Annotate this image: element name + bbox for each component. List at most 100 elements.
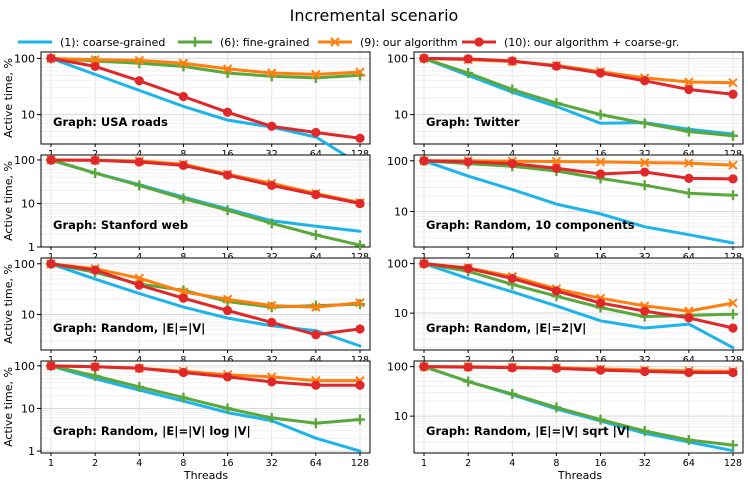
data-point-oursc (267, 317, 277, 327)
y-axis-label: Active time, % (2, 161, 15, 241)
x-tick-label: 16 (595, 458, 607, 469)
series-group (419, 53, 738, 141)
data-point-oursc (551, 286, 562, 296)
legend-item: (1): coarse-grained (18, 36, 165, 49)
data-point-ours (267, 68, 277, 78)
data-point-oursc (463, 362, 473, 372)
data-point-oursc (90, 362, 100, 372)
panel-label: Graph: Random, |E|=2|V| (426, 321, 586, 335)
data-point-oursc (178, 367, 189, 378)
series-line-oursc (49, 364, 362, 387)
data-point-fine (310, 229, 321, 240)
data-point-oursc (90, 61, 100, 72)
x-tick-label: 8 (553, 458, 559, 469)
plot-frame (413, 257, 744, 351)
data-point-oursc (46, 361, 56, 371)
data-point-oursc (355, 133, 365, 143)
series-line-fine (422, 159, 735, 197)
y-tick-label: 1 (28, 241, 35, 254)
legend-marker (190, 37, 200, 47)
legend-item: (10): our algorithm + coarse-gr. (462, 36, 679, 49)
y-tick-label: 1 (28, 445, 35, 458)
data-point-fine (728, 190, 738, 201)
series-line-coarse (422, 262, 735, 350)
y-tick-label: 10 (21, 109, 35, 122)
series-line-coarse (422, 159, 735, 245)
data-point-ours (684, 306, 694, 316)
data-point-fine (134, 180, 145, 191)
data-point-fine (355, 240, 365, 251)
data-point-fine (683, 126, 694, 137)
data-point-oursc (419, 259, 429, 269)
data-point-fine (595, 109, 606, 120)
plot-frame (40, 51, 371, 145)
y-tick-label: 10 (21, 309, 35, 322)
series-line-fine (49, 364, 362, 425)
series-line-ours (49, 56, 362, 76)
data-point-fine (222, 403, 233, 414)
data-point-oursc (507, 363, 517, 373)
data-point-oursc (355, 324, 365, 334)
legend: (1): coarse-grained (6): fine-grained (9):… (18, 36, 679, 49)
data-point-oursc (684, 84, 694, 95)
series-line-fine (49, 56, 362, 80)
panel-label: Graph: Twitter (426, 115, 520, 129)
series-line-oursc (422, 262, 735, 330)
series-line-fine (422, 56, 735, 138)
data-point-oursc (507, 158, 517, 169)
data-point-oursc (267, 121, 277, 131)
series-group (46, 154, 365, 251)
series-line-fine (49, 158, 362, 247)
series-group (419, 258, 738, 350)
data-point-oursc (640, 76, 650, 86)
data-point-oursc (90, 155, 100, 165)
data-point-ours (178, 58, 189, 68)
y-tick-label: 100 (387, 52, 408, 65)
data-point-ours (311, 302, 321, 312)
data-point-oursc (463, 263, 473, 274)
series-line-fine (422, 365, 735, 447)
data-point-ours (595, 157, 606, 167)
data-point-oursc (728, 323, 738, 333)
data-point-fine (90, 370, 101, 381)
data-point-oursc (46, 155, 56, 165)
series-group (419, 361, 738, 453)
data-point-oursc (178, 293, 189, 303)
data-point-ours (728, 160, 738, 170)
series-line-coarse (49, 56, 362, 166)
x-tick-label: 1 (421, 458, 427, 469)
data-point-oursc (267, 377, 277, 387)
plot-frame (413, 154, 744, 248)
data-point-oursc (463, 54, 473, 64)
data-point-oursc (222, 305, 233, 316)
series-line-oursc (422, 56, 735, 96)
data-point-ours (355, 67, 365, 77)
data-point-oursc (267, 180, 277, 191)
data-point-ours (222, 64, 233, 74)
legend-marker (330, 37, 340, 47)
data-point-ours (684, 77, 694, 87)
y-tick-label: 10 (394, 109, 408, 122)
series-line-coarse (422, 56, 735, 136)
data-point-oursc (134, 76, 144, 86)
data-point-fine (728, 440, 738, 451)
data-point-ours (311, 69, 321, 80)
data-point-fine (310, 418, 321, 429)
data-point-fine (355, 414, 365, 425)
plot-frame (40, 257, 371, 351)
data-point-oursc (728, 89, 738, 99)
data-point-ours (640, 157, 650, 168)
data-point-oursc (728, 367, 738, 378)
data-point-fine (507, 84, 518, 95)
y-tick-label: 10 (21, 402, 35, 415)
data-point-fine (639, 180, 650, 191)
data-point-ours (222, 294, 233, 304)
panel-label: Graph: Random, |E|=|V| sqrt |V| (426, 424, 630, 438)
data-point-oursc (46, 259, 56, 269)
plot-frame (40, 360, 371, 454)
y-axis-label: Active time, % (2, 58, 15, 138)
x-tick-label: 64 (683, 458, 695, 469)
legend-label: (10): our algorithm + coarse-gr. (504, 36, 679, 49)
